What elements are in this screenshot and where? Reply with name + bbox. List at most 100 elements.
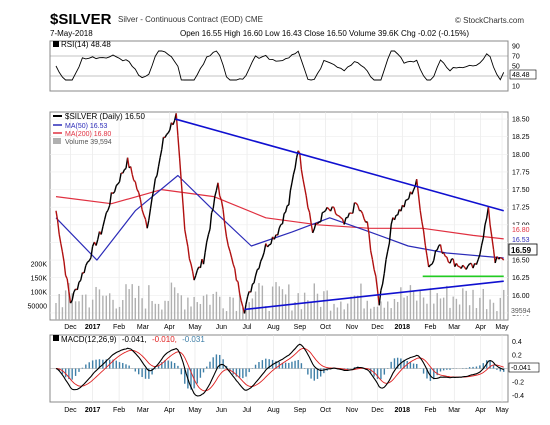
volume-bar [503, 289, 505, 320]
price-line-segment [326, 206, 330, 210]
price-line-segment [146, 220, 150, 229]
price-line-segment [157, 157, 161, 167]
macd-tick-label: 0.4 [512, 339, 522, 346]
price-line-segment [333, 207, 337, 214]
price-line-segment [156, 165, 160, 176]
price-line-segment [366, 221, 370, 235]
price-tick-label: 17.75 [512, 169, 530, 176]
macd-histogram-bar [369, 368, 372, 374]
price-line-segment [363, 218, 367, 223]
macd-histogram-bar [403, 359, 405, 369]
macd-legend-prefix: MACD(12,26,9) [61, 335, 117, 344]
price-line-segment [352, 202, 356, 214]
price-line-segment [433, 250, 437, 261]
price-line-segment [63, 261, 67, 276]
price-line-segment [250, 284, 254, 293]
macd-histogram-bar [446, 368, 448, 370]
price-line-segment [60, 243, 64, 253]
price-line-segment [291, 174, 295, 184]
macd-histogram-bar [439, 368, 442, 372]
macd-histogram-bar [95, 359, 97, 369]
x-tick-label-price: Nov [346, 324, 359, 331]
macd-histogram-bar [88, 362, 90, 369]
price-line-segment [284, 205, 288, 213]
macd-histogram-bar [196, 368, 198, 384]
volume-bar [446, 285, 448, 320]
volume-bar [390, 308, 392, 320]
price-line-segment [475, 259, 479, 265]
price-line-segment [191, 271, 195, 281]
price-line-segment [100, 226, 104, 235]
macd-histogram-bar [112, 359, 114, 369]
rsi-tick-label: 50 [512, 64, 520, 71]
price-line-segment [130, 166, 133, 175]
volume-bar [209, 304, 211, 320]
macd-histogram-bar [157, 365, 160, 369]
price-line-segment [251, 282, 255, 285]
price-line-segment [148, 208, 152, 221]
price-line-segment [219, 195, 223, 201]
price-line-segment [484, 217, 488, 226]
price-line-segment [446, 256, 450, 263]
volume-bar [71, 293, 73, 320]
price-line-segment [424, 244, 428, 257]
macd-histogram-bar [436, 368, 438, 376]
x-tick-label-macd: Jul [243, 407, 252, 414]
price-line-segment [387, 242, 391, 252]
price-line-segment [71, 291, 75, 301]
price-line-segment [69, 299, 73, 304]
price-line-segment [87, 260, 90, 263]
volume-bar [310, 302, 312, 320]
volume-bar [357, 295, 359, 320]
macd-histogram-bar [118, 362, 121, 369]
macd-histogram-bar [288, 362, 290, 369]
price-line-segment [154, 175, 158, 180]
volume-bar [360, 283, 362, 320]
x-tick-label-price: Sep [294, 324, 307, 331]
price-line-segment [368, 233, 372, 251]
x-tick-label-macd: May [495, 407, 509, 414]
chart-date: 7-May-2018 [50, 29, 93, 38]
price-line-segment [56, 220, 60, 235]
price-line-segment [428, 264, 431, 268]
x-tick-label-price: 2018 [394, 324, 410, 331]
price-line-segment [373, 269, 377, 277]
x-tick-label-macd: Feb [424, 407, 436, 414]
volume-bar [235, 310, 238, 320]
macd-histogram-bar [300, 363, 303, 369]
volume-bar [465, 290, 467, 320]
volume-bar [291, 310, 293, 320]
x-tick-label-macd: Dec [64, 407, 77, 414]
price-line-segment [258, 261, 262, 269]
volume-bar [81, 294, 84, 320]
price-line-segment [261, 252, 265, 258]
price-line-segment [177, 135, 181, 159]
macd-histogram-bar [64, 368, 67, 378]
volume-bar [373, 306, 375, 320]
volume-bar [88, 307, 90, 320]
price-line-segment [422, 230, 426, 246]
volume-bar [376, 306, 379, 320]
macd-histogram-bar [68, 368, 70, 380]
price-line-segment [320, 212, 323, 223]
macd-histogram-bar [503, 368, 505, 372]
macd-histogram-bar [98, 359, 101, 369]
volume-bar [439, 298, 442, 320]
price-line-segment [449, 258, 453, 264]
volume-bar [184, 309, 186, 320]
price-line-segment [229, 251, 233, 258]
price-line-segment [109, 192, 113, 206]
volume-bar [271, 286, 274, 320]
price-line-segment [273, 234, 277, 240]
price-line-segment [411, 189, 415, 195]
price-line-segment [397, 209, 400, 216]
price-line-segment [222, 209, 226, 225]
volume-tick-label: 200K [31, 262, 48, 269]
price-line-segment [322, 211, 325, 214]
x-tick-label-macd: 2017 [85, 407, 101, 414]
price-line-segment [277, 227, 280, 236]
price-line-segment [400, 205, 404, 212]
volume-bar [297, 293, 299, 320]
x-tick-label-macd: Aug [267, 407, 280, 414]
macd-histogram-bar [184, 368, 186, 384]
